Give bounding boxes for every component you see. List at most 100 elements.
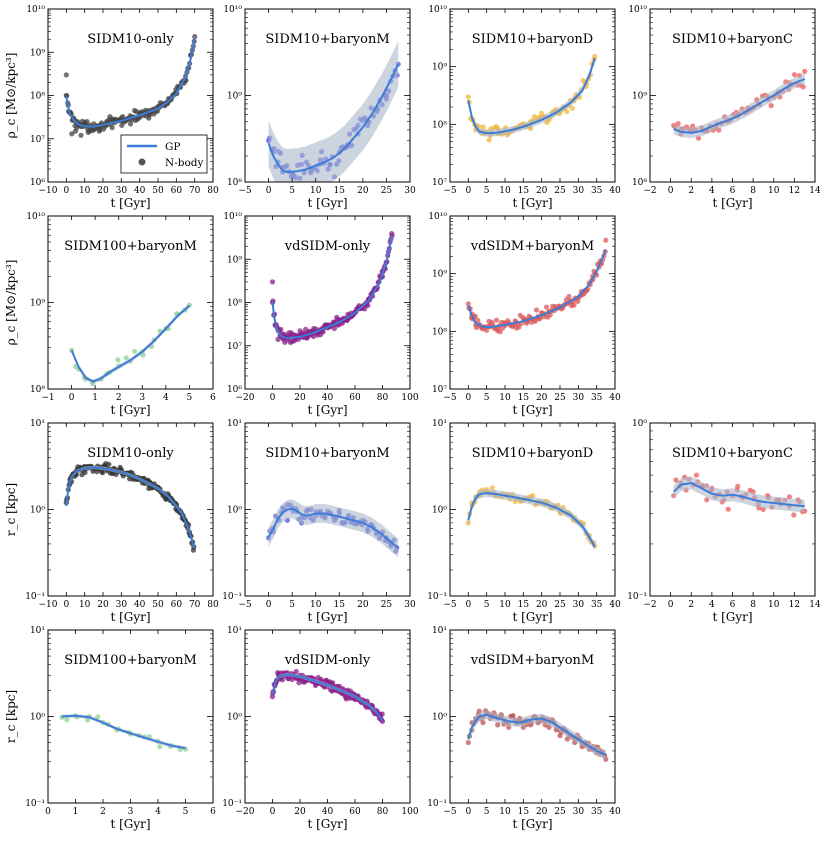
x-tick-label: 25 — [554, 807, 566, 817]
nbody-point — [673, 477, 679, 483]
y-tick-label: 10¹⁰ — [223, 5, 242, 15]
gp-band — [468, 710, 606, 760]
panel-title: vdSIDM-only — [284, 653, 371, 668]
y-tick-label: 10⁷ — [227, 342, 242, 352]
x-tick-label: 1 — [73, 807, 79, 817]
x-axis-label: t [Gyr] — [110, 403, 150, 417]
panel-title: SIDM10+baryonM — [265, 32, 389, 47]
y-tick-label: 10⁹ — [227, 255, 242, 265]
gp-line — [70, 304, 191, 383]
x-tick-label: 10 — [499, 186, 511, 196]
x-axis-label: t [Gyr] — [307, 610, 347, 624]
nbody-point — [146, 115, 152, 121]
legend-box — [120, 134, 208, 174]
nbody-point — [564, 736, 570, 742]
x-tick-label: 80 — [377, 807, 389, 817]
x-tick-label: 12 — [789, 186, 800, 196]
x-tick-label: 100 — [401, 807, 418, 817]
gp-line — [467, 492, 596, 548]
x-tick-label: 6 — [210, 393, 216, 403]
nbody-point — [279, 677, 286, 683]
x-tick-label: −10 — [39, 186, 58, 196]
nbody-point — [63, 92, 69, 99]
x-tick-label: 0 — [465, 600, 471, 610]
nbody-point — [100, 470, 106, 476]
x-tick-label: 60 — [349, 393, 361, 403]
x-tick-label: 0 — [63, 186, 69, 196]
panel-r3c2: −5 0 5 10 15 20 25 30 35 40 10⁻¹ 10⁰ 10¹ vdSIDM+baryo… — [427, 626, 621, 831]
panel-title: SIDM10+baryonD — [472, 32, 593, 47]
nbody-point — [96, 128, 102, 134]
nbody-point — [800, 84, 806, 90]
x-tick-label: 20 — [357, 600, 369, 610]
nbody-point — [575, 298, 581, 304]
y-tick-label: 10⁰ — [432, 506, 447, 516]
x-tick-label: 80 — [377, 393, 389, 403]
x-tick-label: 2 — [100, 807, 106, 817]
nbody-point — [91, 121, 97, 127]
nbody-point — [269, 279, 276, 285]
panel-r0c1: −5 0 5 10 15 20 25 30 10⁸ 10⁹ 10¹⁰ SIDM10+baryonM t … — [223, 5, 416, 210]
x-tick-label: 0 — [465, 807, 471, 817]
nbody-point — [132, 348, 138, 354]
panel-title: vdSIDM-only — [284, 239, 371, 254]
nbody-point — [275, 336, 281, 342]
nbody-point — [157, 744, 163, 750]
panel-title: SIDM10-only — [87, 446, 174, 461]
x-tick-label: 8 — [750, 600, 756, 610]
nbody-point — [72, 128, 79, 134]
x-tick-label: 1 — [92, 393, 98, 403]
y-tick-label: 10¹ — [432, 626, 447, 636]
x-tick-label: 40 — [322, 807, 334, 817]
y-tick-label: 10⁰ — [30, 713, 45, 723]
x-tick-label: −20 — [236, 393, 255, 403]
y-tick-label: 10⁸ — [30, 92, 45, 102]
nbody-point — [127, 121, 134, 127]
panel-title: SIDM10-only — [87, 32, 174, 47]
x-tick-label: 4 — [709, 600, 715, 610]
y-axis-label: r_c [kpc] — [4, 483, 18, 536]
x-axis-label: t [Gyr] — [512, 817, 552, 831]
nbody-point — [304, 335, 310, 341]
x-tick-label: 80 — [207, 600, 219, 610]
nbody-point — [311, 325, 317, 332]
nbody-point — [704, 497, 710, 503]
panel-r2c3: −2 0 2 4 6 8 10 12 14 10⁻¹ 10⁰ SIDM10+baryonC t [Gyr… — [627, 419, 821, 624]
x-tick-label: 35 — [591, 600, 603, 610]
x-tick-label: 20 — [294, 807, 306, 817]
x-tick-label: 10 — [768, 186, 780, 196]
nbody-point — [543, 304, 550, 310]
x-tick-label: 40 — [134, 600, 146, 610]
x-tick-label: 0 — [63, 600, 69, 610]
panel-title: SIDM10+baryonM — [265, 446, 389, 461]
x-tick-label: 60 — [171, 600, 183, 610]
x-tick-label: 4 — [155, 807, 161, 817]
nbody-point — [557, 733, 563, 739]
nbody-point — [486, 137, 492, 143]
nbody-point — [286, 330, 292, 336]
x-tick-label: 14 — [809, 600, 821, 610]
x-tick-label: 10 — [79, 600, 91, 610]
x-tick-label: 30 — [116, 600, 128, 610]
y-tick-label: 10⁸ — [432, 120, 447, 130]
x-axis-label: t [Gyr] — [712, 196, 752, 210]
nbody-point — [465, 301, 471, 307]
gp-line — [467, 249, 607, 329]
nbody-point — [115, 357, 121, 363]
nbody-point — [516, 324, 522, 330]
y-tick-label: 10¹ — [227, 419, 242, 429]
x-tick-label: −5 — [443, 393, 457, 403]
x-tick-label: 5 — [289, 186, 295, 196]
y-tick-label: 10¹⁰ — [428, 5, 447, 15]
y-tick-label: 10¹⁰ — [428, 212, 447, 222]
nbody-point — [297, 328, 303, 334]
x-tick-label: 30 — [573, 393, 585, 403]
nbody-point — [318, 332, 324, 338]
x-tick-label: 12 — [789, 600, 800, 610]
x-axis-label: t [Gyr] — [712, 610, 752, 624]
y-tick-label: 10¹ — [30, 626, 45, 636]
gp-line — [467, 57, 596, 135]
x-tick-label: 60 — [349, 807, 361, 817]
nbody-point — [63, 72, 69, 78]
x-tick-label: 6 — [730, 600, 736, 610]
